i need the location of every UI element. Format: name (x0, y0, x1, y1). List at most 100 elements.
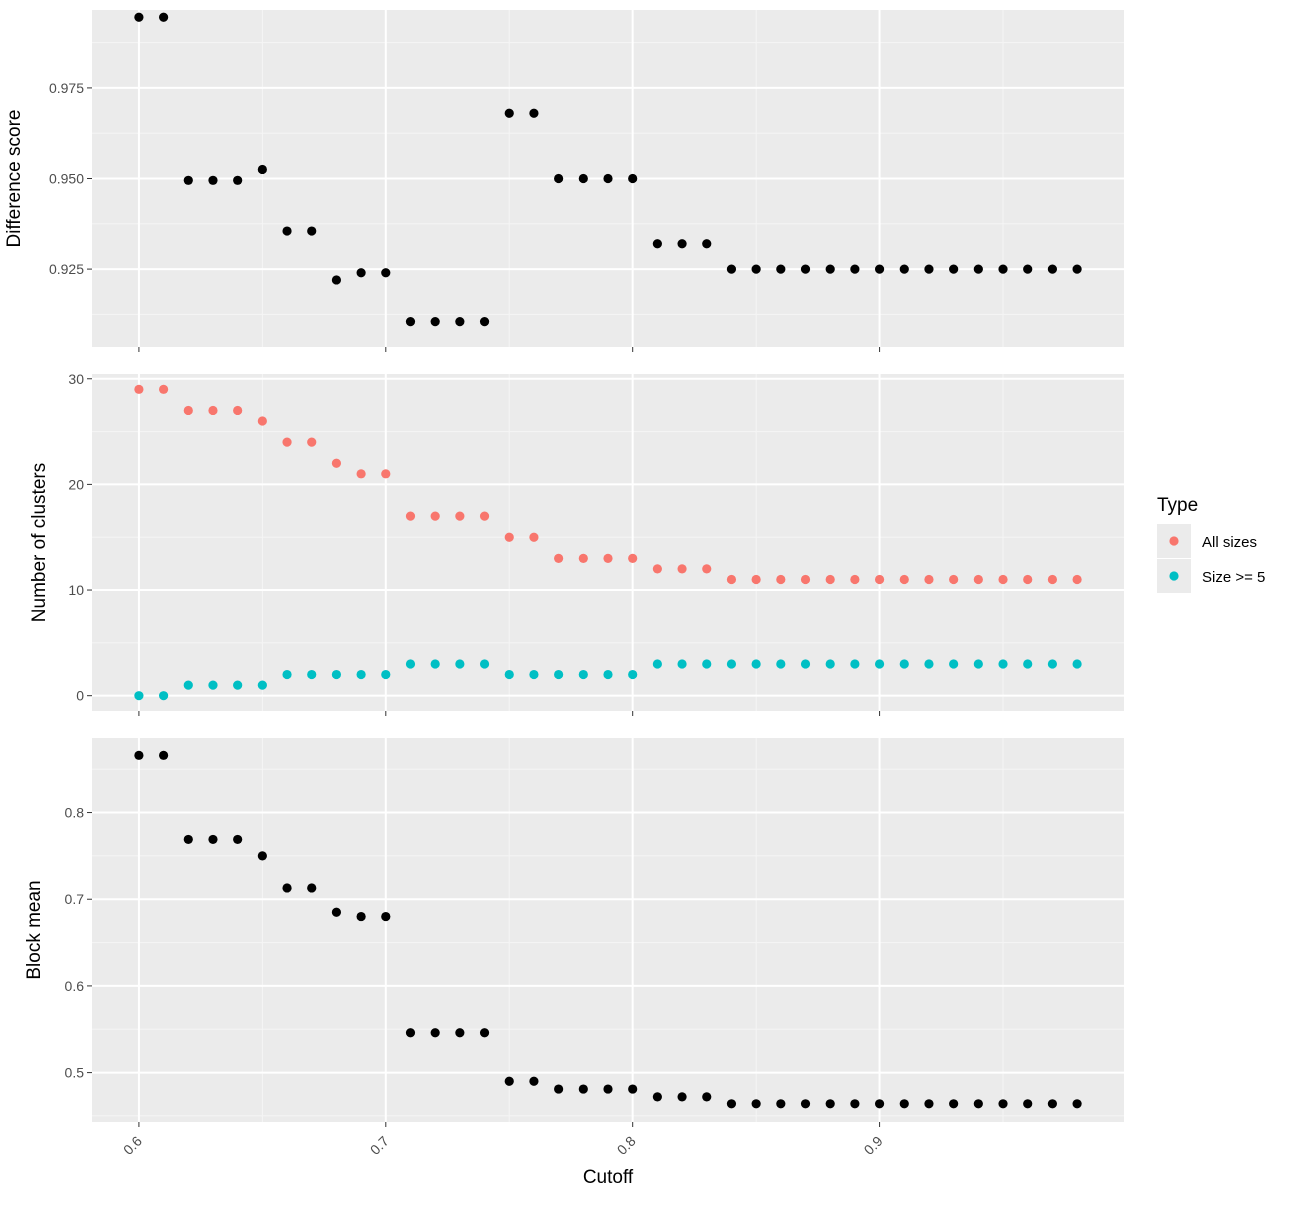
panel-3: 0.5 0.6 0.7 0.8 Block mean (24, 738, 1124, 1127)
point (924, 1099, 934, 1109)
point (751, 1099, 761, 1109)
point-size-ge-5 (800, 659, 811, 669)
point-size-ge-5 (381, 669, 391, 680)
point (677, 1092, 687, 1102)
point (504, 1076, 514, 1086)
x-tick-label: 0.8 (614, 1133, 639, 1158)
point (554, 1084, 564, 1094)
point (183, 175, 193, 185)
x-tick-label: 0.7 (367, 1133, 392, 1158)
point-all-sizes (850, 574, 860, 585)
point-size-ge-5 (677, 659, 687, 669)
y-tick-label: 0.8 (65, 805, 85, 821)
point (1023, 1099, 1033, 1109)
y-tick-label: 0.7 (65, 891, 85, 907)
point-all-sizes (1047, 574, 1058, 585)
y-tick-label: 0 (76, 688, 84, 704)
y-axis-title: Difference score (4, 110, 25, 248)
point (800, 264, 811, 274)
point (381, 268, 391, 278)
y-tick-label: 30 (68, 371, 84, 387)
point (504, 108, 514, 118)
point-size-ge-5 (134, 691, 144, 701)
point-all-sizes (973, 574, 983, 585)
point (158, 12, 169, 22)
point (1047, 1099, 1058, 1109)
point-all-sizes (554, 553, 564, 563)
legend-label: Size >= 5 (1202, 569, 1265, 586)
point-size-ge-5 (1023, 659, 1033, 669)
point-all-sizes (899, 574, 909, 585)
point (529, 1076, 539, 1086)
y-axis-title: Block mean (24, 880, 45, 979)
point (973, 1099, 983, 1109)
point (973, 264, 983, 274)
point-all-sizes (158, 384, 169, 394)
point (233, 175, 243, 185)
point (331, 907, 342, 917)
point (628, 1084, 638, 1094)
point (430, 317, 440, 327)
point-size-ge-5 (973, 659, 983, 669)
point (479, 317, 490, 327)
point (603, 1084, 613, 1094)
point-size-ge-5 (331, 669, 342, 680)
point (751, 264, 761, 274)
point (356, 268, 366, 278)
point (479, 1028, 490, 1038)
point (652, 239, 662, 249)
point (233, 834, 243, 845)
point (381, 911, 391, 922)
point-size-ge-5 (998, 659, 1008, 669)
point-size-ge-5 (158, 691, 169, 701)
point-all-sizes (183, 405, 193, 416)
point-all-sizes (949, 574, 959, 585)
point (578, 173, 588, 184)
point (998, 264, 1008, 274)
point (331, 275, 342, 285)
point-all-sizes (381, 469, 391, 479)
legend-key-all-sizes (1169, 536, 1179, 546)
point (702, 1092, 712, 1102)
panel-background (92, 738, 1124, 1122)
point-size-ge-5 (603, 669, 613, 680)
point (282, 883, 292, 893)
point-size-ge-5 (282, 669, 292, 680)
point-size-ge-5 (825, 659, 835, 669)
point-all-sizes (603, 553, 613, 563)
point (726, 1099, 737, 1109)
point-size-ge-5 (1072, 659, 1082, 669)
point (455, 317, 465, 327)
point (455, 1028, 465, 1038)
point (924, 264, 934, 274)
y-tick-label: 0.950 (49, 171, 84, 187)
point (726, 264, 737, 274)
point (603, 173, 613, 184)
point (850, 1099, 860, 1109)
point-all-sizes (1023, 574, 1033, 585)
x-tick-label: 0.9 (861, 1133, 886, 1158)
point-all-sizes (751, 574, 761, 585)
point-all-sizes (479, 511, 490, 521)
x-axis-title: Cutoff (583, 1167, 634, 1188)
point-size-ge-5 (578, 669, 588, 680)
point-all-sizes (455, 511, 465, 521)
point (554, 173, 564, 184)
point (628, 173, 638, 184)
panel-1: 0.925 0.950 0.975 Difference score (4, 10, 1124, 352)
point (257, 851, 267, 861)
y-tick-label: 20 (68, 476, 84, 492)
point-all-sizes (134, 384, 144, 394)
legend-key-size-ge-5 (1169, 571, 1179, 581)
point-all-sizes (405, 511, 416, 521)
point-size-ge-5 (307, 669, 317, 680)
legend-label: All sizes (1202, 534, 1257, 551)
point-size-ge-5 (1047, 659, 1058, 669)
point (949, 1099, 959, 1109)
point-size-ge-5 (652, 659, 662, 669)
point-size-ge-5 (850, 659, 860, 669)
point-size-ge-5 (257, 680, 267, 690)
point (652, 1092, 662, 1102)
point-all-sizes (825, 574, 835, 585)
